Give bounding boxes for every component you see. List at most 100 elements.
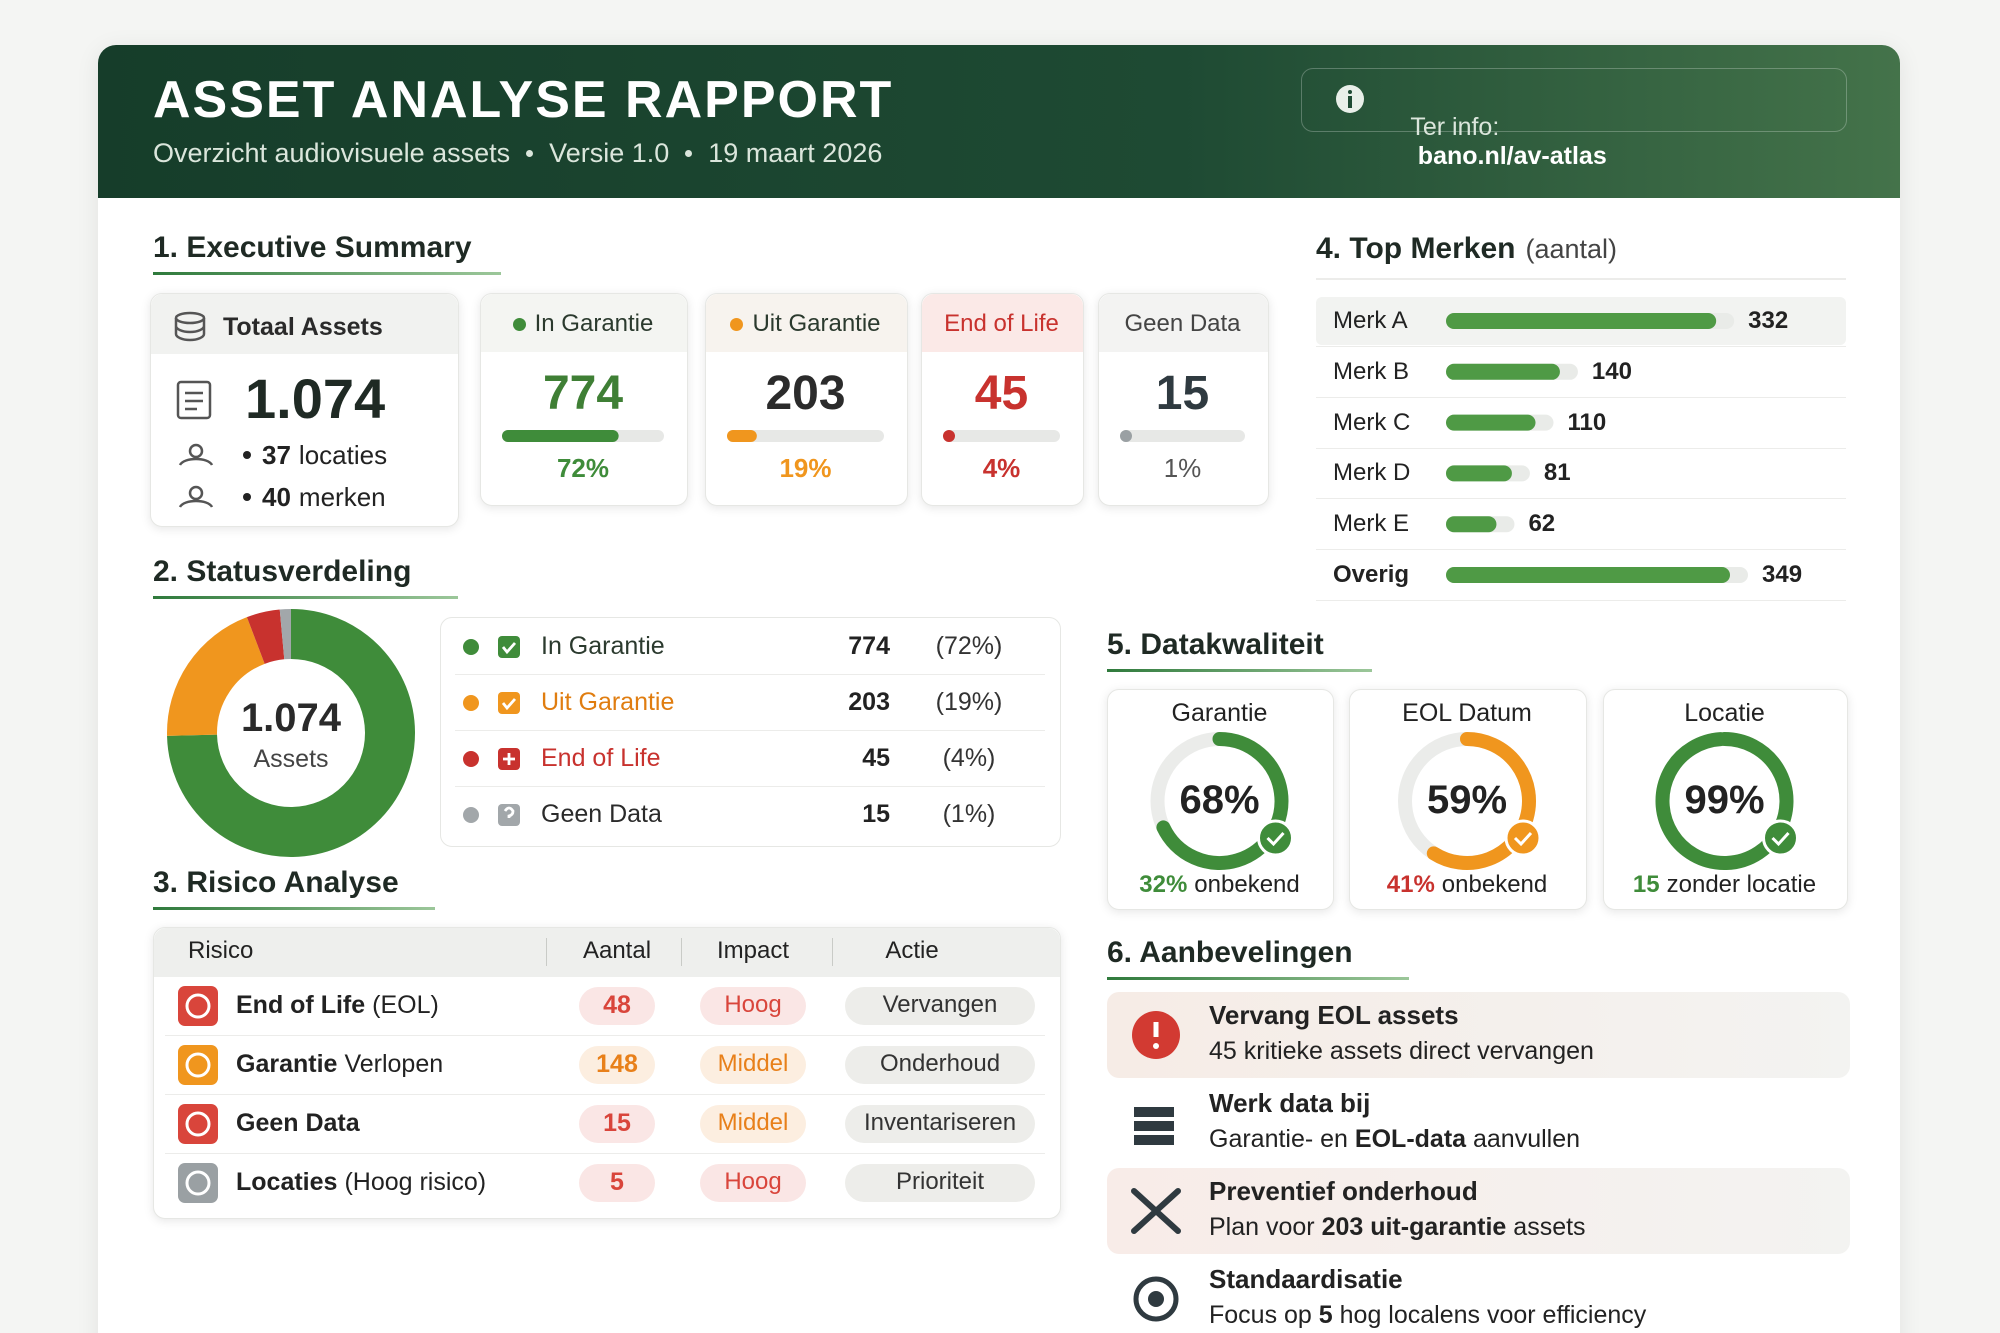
- card-label-text: End of Life: [944, 310, 1059, 337]
- heading-unit: (aantal): [1525, 234, 1618, 264]
- heading-text: 4. Top Merken: [1316, 232, 1516, 265]
- note-value: 41%: [1386, 871, 1435, 898]
- row-rule: [1316, 447, 1846, 449]
- rec-text: Focus op 5 hog localens voor efficiency: [1209, 1301, 1646, 1330]
- locations: 37: [262, 440, 291, 470]
- impact-badge: [700, 1046, 806, 1084]
- risk-name: Garantie Verlopen: [236, 1050, 443, 1079]
- version: Versie 1.0: [549, 138, 670, 168]
- status-percent: (4%): [942, 744, 996, 772]
- heading-underline: [1107, 977, 1409, 980]
- status-value: 774: [848, 632, 890, 660]
- risk-impact: Hoog: [724, 1168, 782, 1195]
- row-rule: [165, 1035, 1045, 1036]
- row-rule: [455, 786, 1045, 787]
- info-label: Ter info:: [1410, 113, 1500, 141]
- risk-action: Inventariseren: [863, 1109, 1017, 1136]
- card-label: Geen Data: [1098, 310, 1267, 338]
- rec-title: Standaardisatie: [1209, 1264, 1403, 1294]
- action-badge: [845, 1046, 1035, 1084]
- card-label-text: Uit Garantie: [752, 310, 881, 337]
- brands-label: merken: [298, 482, 386, 512]
- status-value: 15: [862, 800, 890, 828]
- table-header: [154, 928, 1060, 977]
- rec-text: 45 kritieke assets direct vervangen: [1209, 1037, 1594, 1066]
- info-icon: [1336, 85, 1364, 113]
- section-heading: 3. Risico Analyse: [153, 866, 399, 899]
- recommendation-bg: [1107, 992, 1850, 1078]
- card-value: 45: [974, 367, 1029, 420]
- section-heading: 6. Aanbevelingen: [1107, 936, 1353, 969]
- rec-text-part: hog localens voor efficiency: [1332, 1301, 1647, 1329]
- rec-text: Garantie- en EOL-data aanvullen: [1209, 1125, 1580, 1154]
- status-name: In Garantie: [541, 632, 665, 660]
- donut-center-value: 1.074: [240, 696, 342, 740]
- risk-count: 48: [603, 991, 631, 1019]
- risk-action: Onderhoud: [879, 1050, 1001, 1077]
- row-rule: [1316, 498, 1846, 500]
- status-name: Geen Data: [541, 800, 662, 828]
- card-percent: 19%: [779, 453, 832, 483]
- column-header: Aantal: [582, 937, 652, 964]
- risk-name: Locaties (Hoog risico): [236, 1168, 486, 1197]
- risk-count: 5: [610, 1168, 624, 1196]
- brand-value: 332: [1748, 307, 1789, 334]
- heading-underline: [153, 907, 435, 910]
- column-divider: [832, 938, 833, 966]
- brand-name: Merk B: [1333, 357, 1410, 385]
- gauge-percent: 68%: [1179, 778, 1260, 822]
- risk-name-main: End of Life: [236, 991, 366, 1019]
- card-value: 203: [765, 367, 846, 420]
- gauge-percent: 59%: [1426, 778, 1508, 822]
- card-value: 15: [1155, 367, 1210, 420]
- card-label-text: Geen Data: [1124, 310, 1241, 337]
- row-rule: [165, 1094, 1045, 1095]
- status-name: Uit Garantie: [541, 688, 675, 716]
- rec-text-part: 45 kritieke assets direct vervangen: [1209, 1037, 1594, 1065]
- gauge-label: Garantie: [1171, 699, 1268, 727]
- risk-name: End of Life (EOL): [236, 991, 439, 1020]
- count-badge: [579, 1164, 655, 1202]
- info-line: Ter info: bano.nl/av-atlas: [1383, 84, 1607, 200]
- rec-text-part: assets: [1506, 1213, 1586, 1241]
- row-rule: [455, 674, 1045, 675]
- status-percent: (1%): [942, 800, 996, 828]
- brand-value: 349: [1762, 561, 1803, 588]
- summary-row: 40 merken: [262, 482, 386, 513]
- subtitle-line: Overzicht audiovisuele assets Versie 1.0…: [153, 138, 882, 169]
- risk-count: 15: [603, 1109, 631, 1137]
- brand-value: 81: [1543, 459, 1571, 487]
- info-link[interactable]: bano.nl/av-atlas: [1417, 142, 1607, 170]
- rec-text-part: Garantie- en: [1209, 1125, 1355, 1153]
- gauge-label: EOL Datum: [1402, 699, 1532, 727]
- brand-value: 140: [1591, 357, 1632, 385]
- card-value: 774: [542, 367, 624, 420]
- row-rule: [1316, 346, 1846, 347]
- row-rule: [1316, 396, 1846, 398]
- action-badge: [845, 1105, 1035, 1143]
- status-dot: [512, 318, 526, 331]
- total-label: Totaal Assets: [223, 313, 383, 341]
- info-box: [1301, 68, 1847, 132]
- brand-name: Merk D: [1333, 459, 1411, 487]
- risk-name-suffix: (Hoog risico): [344, 1168, 487, 1196]
- count-badge: [579, 987, 655, 1025]
- card-label: Uit Garantie: [705, 310, 906, 338]
- section-heading: 4. Top Merken (aantal): [1316, 232, 1617, 266]
- brand-name: Merk E: [1333, 510, 1410, 538]
- card-header: [922, 294, 1083, 352]
- risk-impact: Middel: [717, 1109, 789, 1136]
- note-text: onbekend: [1441, 871, 1548, 898]
- rec-text: Plan voor 203 uit-garantie assets: [1209, 1213, 1586, 1242]
- risk-name-suffix: (EOL): [372, 991, 439, 1019]
- action-badge: [845, 987, 1035, 1025]
- impact-badge: [700, 1164, 806, 1202]
- risk-name-main: Geen Data: [236, 1109, 360, 1137]
- info-icon-dot: [1348, 90, 1352, 94]
- action-badge: [845, 1164, 1035, 1202]
- note-text: zonder locatie: [1666, 871, 1817, 898]
- gauge-note: 32% onbekend: [1107, 871, 1332, 899]
